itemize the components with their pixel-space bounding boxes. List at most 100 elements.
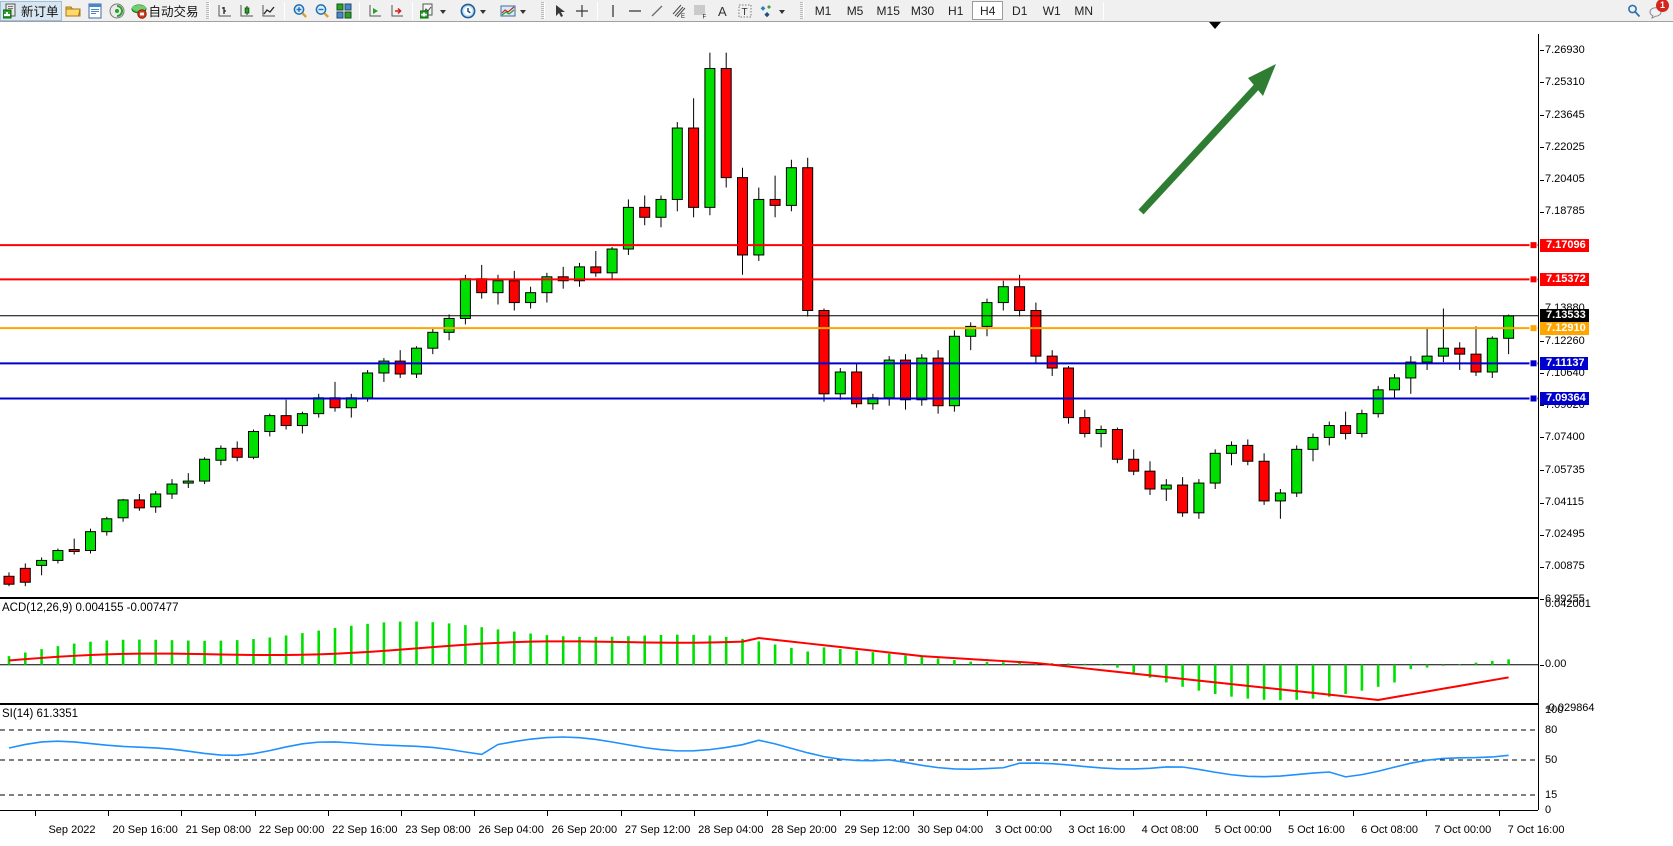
new-order-button[interactable]: 新订单 [0, 0, 62, 21]
time-tick-label: 4 Oct 08:00 [1141, 824, 1199, 836]
price-tick [1540, 179, 1544, 181]
price-tick-label: 7.13880 [1545, 303, 1585, 314]
time-tick-label: Sep 2022 [48, 824, 96, 836]
line-chart-button[interactable] [258, 1, 280, 21]
chart-shift-button[interactable] [364, 1, 386, 21]
templates-button[interactable] [497, 1, 537, 21]
time-axis[interactable]: Sep 2022 20 Sep 16:00 21 Sep 08:00 22 Sep 0… [0, 810, 1673, 846]
toolbar-separator-3 [411, 1, 413, 20]
time-tick-label: 26 Sep 04:00 [478, 824, 544, 836]
data-window-icon [87, 3, 103, 19]
time-tick [254, 811, 256, 816]
price-tag[interactable]: 7.13533 [1540, 309, 1589, 323]
chart-scroll-marker[interactable] [1209, 22, 1221, 29]
toolbar-grip-3 [799, 2, 804, 19]
time-tick-label: 5 Oct 16:00 [1287, 824, 1345, 836]
toolbar-grip-2 [540, 2, 545, 19]
timeframe-h4[interactable]: H4 [972, 1, 1004, 20]
navigator-button[interactable] [106, 1, 128, 21]
timeframe-mn[interactable]: MN [1074, 3, 1094, 18]
timeframe-m15[interactable]: M15 [876, 3, 900, 18]
price-tick-label: 7.12260 [1545, 334, 1585, 347]
price-tag[interactable]: 7.15372 [1540, 272, 1589, 286]
price-tick-label: 7.18785 [1545, 205, 1585, 218]
trendline-button[interactable] [646, 1, 668, 21]
chart-area[interactable]: ACD(12,26,9) 0.004155 -0.007477 SI(14) 6… [0, 22, 1673, 846]
price-plot[interactable] [0, 34, 1538, 599]
chevron-down-icon-2[interactable] [478, 3, 494, 19]
zoom-out-button[interactable] [311, 1, 333, 21]
alert-badge: 1 [1656, 0, 1669, 12]
time-axis-line [0, 810, 1538, 811]
zoom-in-button[interactable] [289, 1, 311, 21]
time-tick-label: 28 Sep 20:00 [771, 824, 837, 836]
rsi-plot[interactable] [0, 710, 1538, 810]
alerts-button[interactable]: 1 [1645, 0, 1669, 21]
fibonacci-button[interactable]: F [690, 1, 712, 21]
timeframe-w1[interactable]: W1 [1042, 3, 1061, 18]
time-tick [1133, 811, 1134, 816]
candlestick-chart-button[interactable] [236, 1, 258, 21]
time-tick-label: 29 Sep 12:00 [844, 824, 910, 836]
auto-scroll-icon [389, 3, 405, 19]
price-tag[interactable]: 7.09364 [1540, 391, 1589, 405]
cursor-icon [552, 3, 568, 19]
time-tick-label: 26 Sep 20:00 [551, 824, 618, 836]
timeframe-h1[interactable]: H1 [948, 3, 964, 18]
time-tick-label: 6 Oct 08:00 [1361, 824, 1419, 836]
macd-series [0, 621, 1538, 701]
text-label-button[interactable]: T [734, 1, 756, 21]
macd-plot[interactable] [0, 604, 1538, 708]
horizontal-line-button[interactable] [624, 1, 646, 21]
crosshair-icon [574, 3, 590, 19]
auto-trading-button[interactable]: 自动交易 [128, 1, 202, 21]
price-tick [1540, 115, 1544, 117]
folder-button[interactable] [62, 1, 84, 21]
search-button[interactable] [1623, 1, 1645, 21]
vertical-line-button[interactable] [602, 1, 624, 21]
price-scale-labels[interactable]: 7.26930 7.25310 7.23645 7.22025 7.20405 7.187… [1540, 22, 1673, 846]
rsi-series [0, 729, 1538, 796]
objects-button[interactable] [756, 1, 796, 21]
chevron-down-icon-3[interactable] [518, 3, 534, 19]
cursor-button[interactable] [549, 1, 571, 21]
chevron-down-icon[interactable] [438, 3, 454, 19]
period-button[interactable] [457, 1, 497, 21]
price-tick [1540, 405, 1544, 407]
price-tag[interactable]: 7.11137 [1540, 356, 1588, 370]
svg-text:T: T [741, 7, 747, 18]
timeframe-m30[interactable]: M30 [910, 3, 935, 18]
rsi-tick-label: 15 [1545, 788, 1558, 801]
equidistant-channel-icon: E [671, 3, 687, 19]
crosshair-button[interactable] [571, 1, 593, 21]
price-tag[interactable]: 7.12910 [1540, 321, 1589, 335]
trendline-icon [649, 3, 665, 19]
objects-icon [759, 3, 775, 19]
indicators-button[interactable] [417, 1, 457, 21]
text-button[interactable]: A [712, 1, 734, 21]
auto-scroll-button[interactable] [386, 1, 408, 21]
time-tick-label: 7 Oct 16:00 [1507, 824, 1565, 836]
price-scale-axis [1538, 34, 1540, 810]
level-lines-layer[interactable] [0, 34, 1538, 599]
timeframe-m5[interactable]: M5 [846, 3, 864, 18]
price-tick-label: 7.22025 [1545, 140, 1585, 153]
time-tick [108, 811, 110, 816]
timeframe-m1[interactable]: M1 [814, 3, 832, 18]
tile-windows-button[interactable] [333, 1, 355, 21]
price-tag[interactable]: 7.17096 [1540, 238, 1589, 252]
chevron-down-icon-4[interactable] [777, 3, 793, 19]
bar-chart-button[interactable] [214, 1, 236, 21]
time-tick [547, 811, 549, 816]
timeframe-group: M1 M5 M15 M30 H1 H4 D1 W1 MN [808, 1, 1100, 20]
macd-label: ACD(12,26,9) 0.004155 -0.007477 [2, 602, 179, 614]
equidistant-channel-button[interactable]: E [668, 1, 690, 21]
time-tick-label: 22 Sep 00:00 [258, 824, 325, 836]
time-tick-label: 27 Sep 12:00 [624, 824, 691, 836]
new-order-icon [3, 3, 19, 19]
timeframe-d1[interactable]: D1 [1012, 3, 1028, 18]
rsi-tick-label: 100 [1545, 703, 1564, 716]
chart-shift-icon [367, 3, 383, 19]
zoom-out-icon [314, 3, 330, 19]
data-window-button[interactable] [84, 1, 106, 21]
